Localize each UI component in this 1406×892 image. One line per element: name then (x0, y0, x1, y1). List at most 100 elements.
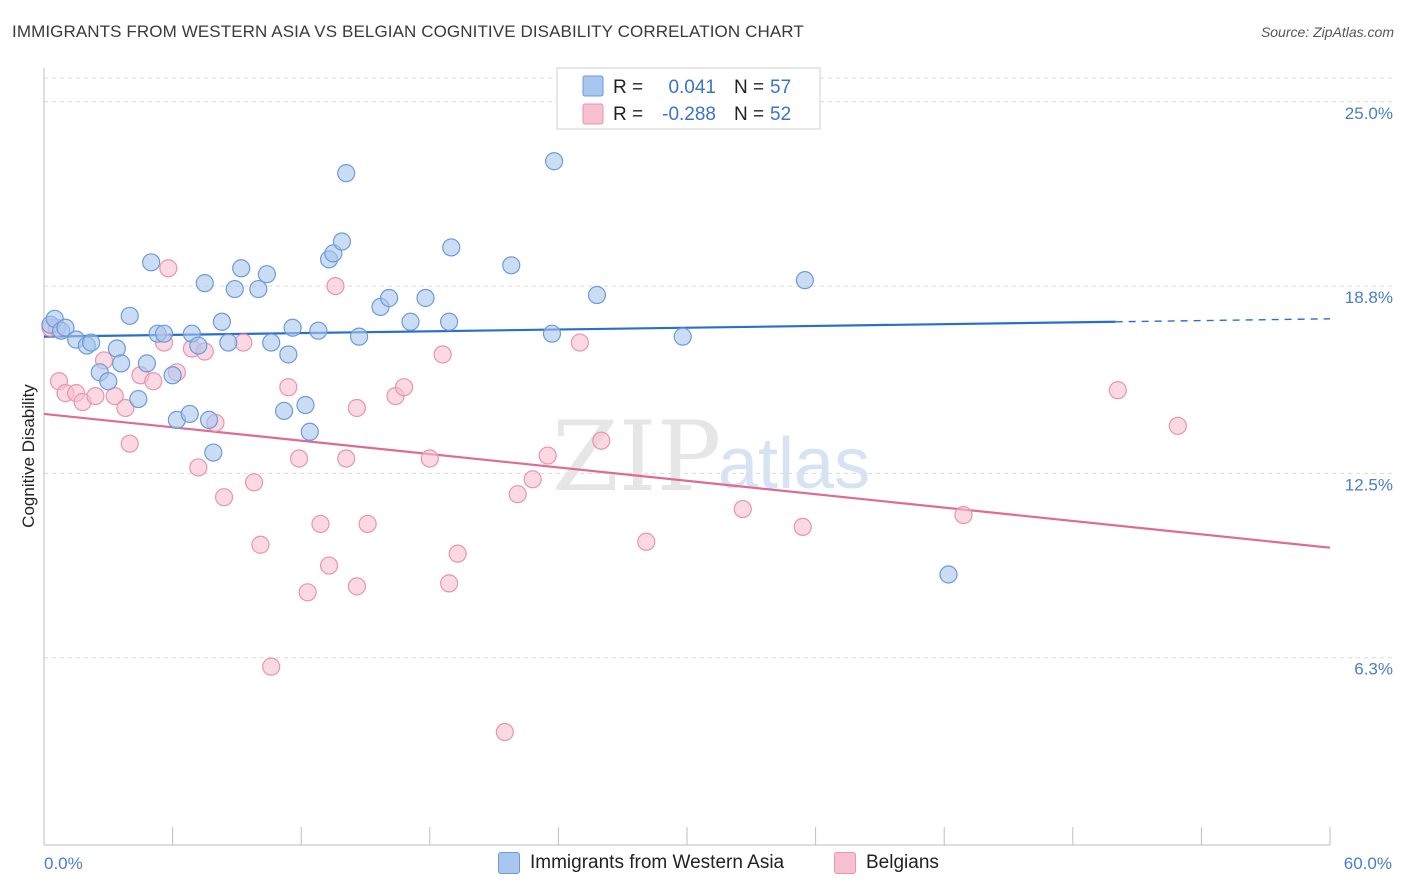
y-tick-label: 18.8% (1345, 288, 1393, 307)
western-asia-point (349, 327, 369, 346)
legend-n-value-2: 52 (770, 104, 791, 125)
western-asia-point (249, 279, 268, 299)
belgians-point (420, 449, 439, 468)
belgians-point (523, 470, 542, 489)
belgians-point (289, 449, 309, 468)
legend-r-label-2: R = (613, 104, 643, 125)
correlation-legend: R = 0.041 N = 57 R = -0.288 N = 52 (556, 67, 821, 130)
belgians-point (439, 574, 459, 593)
belgians-point (495, 722, 514, 742)
western-asia-point (137, 354, 156, 373)
belgians-points (41, 259, 1187, 742)
western-asia-point (502, 256, 521, 275)
western-asia-point (300, 422, 319, 441)
belgians-point (793, 517, 812, 537)
gridlines (44, 77, 1392, 659)
western-asia-point (129, 389, 148, 409)
watermark-atlas: atlas (718, 424, 870, 504)
western-asia-point (257, 265, 277, 284)
y-tick-label: 12.5% (1345, 475, 1393, 494)
western-asia-point (99, 372, 118, 391)
western-asia-point (163, 366, 182, 385)
western-asia-point (195, 274, 214, 293)
y-axis-label: Cognitive Disability (19, 384, 38, 528)
western-asia-point (262, 333, 281, 352)
western-asia-point (82, 333, 101, 352)
x-tick-max: 60.0% (1344, 854, 1392, 873)
belgians-point (298, 583, 317, 602)
legend-n-value-1: 57 (770, 77, 791, 98)
western-asia-point (587, 285, 607, 305)
western-asia-points (41, 152, 958, 584)
belgians-point (954, 505, 973, 525)
legend-r-label-1: R = (613, 77, 643, 98)
western-asia-point (154, 324, 174, 343)
belgians-point (347, 398, 367, 418)
belgians-point (538, 446, 557, 465)
belgians-point (448, 544, 467, 563)
axes (43, 68, 1331, 846)
belgians-point (592, 431, 611, 450)
belgians-point (733, 499, 752, 519)
series1-label: Immigrants from Western Asia (530, 852, 785, 873)
y-tick-label: 25.0% (1345, 104, 1393, 123)
legend-r-value-1: 0.041 (668, 77, 716, 98)
legend-swatch-blue (582, 75, 604, 97)
source-label: Source: ZipAtlas.com (1260, 24, 1394, 40)
y-tick-labels: 6.3% 12.5% 18.8% 25.0% (1345, 104, 1393, 679)
belgians-point (244, 473, 264, 492)
western-asia-point (274, 401, 294, 421)
western-asia-point (332, 232, 352, 251)
series2-label: Belgians (866, 852, 939, 873)
belgians-point (144, 372, 163, 391)
belgians-point (159, 259, 178, 278)
western-asia-point (232, 259, 251, 278)
western-asia-point (296, 395, 315, 415)
trend-line-western-asia (43, 320, 1116, 338)
belgians-point (1108, 381, 1127, 400)
x-tick-min: 0.0% (44, 854, 83, 873)
belgians-point (433, 345, 452, 364)
trend-line-belgians (43, 412, 1331, 549)
western-asia-point (283, 318, 302, 337)
western-asia-point (219, 333, 238, 352)
western-asia-point (142, 253, 161, 272)
western-asia-point (180, 404, 199, 424)
western-asia-point (309, 321, 328, 340)
belgians-point (214, 488, 234, 507)
western-asia-point (337, 164, 356, 183)
western-asia-point (673, 327, 692, 346)
watermark-zip: ZIP (552, 401, 721, 513)
western-asia-point (120, 306, 139, 325)
belgians-point (116, 398, 135, 418)
series2-swatch (834, 852, 856, 874)
western-asia-point (204, 443, 223, 462)
legend-n-label-2: N = (734, 104, 764, 125)
belgians-point (189, 458, 208, 477)
watermark: ZIP atlas (552, 401, 870, 513)
western-asia-point (545, 152, 564, 171)
legend-n-label-1: N = (734, 77, 764, 98)
belgians-point (311, 514, 330, 534)
belgians-point (358, 514, 377, 534)
series1-swatch (498, 852, 520, 874)
western-asia-point (56, 318, 75, 337)
western-asia-point (401, 312, 420, 331)
western-asia-point (279, 345, 298, 364)
belgians-point (86, 386, 105, 406)
western-asia-point (212, 312, 231, 331)
western-asia-point (795, 271, 814, 290)
chart-title: IMMIGRANTS FROM WESTERN ASIA VS BELGIAN … (12, 22, 804, 41)
belgians-point (251, 535, 270, 554)
western-asia-point (442, 238, 461, 257)
western-asia-point (416, 288, 435, 308)
belgians-point (337, 449, 356, 468)
legend-swatch-pink (582, 103, 604, 125)
belgians-point (394, 378, 414, 397)
belgians-point (262, 657, 281, 676)
belgians-point (279, 378, 298, 397)
y-tick-label: 6.3% (1354, 660, 1393, 679)
belgians-point (508, 485, 527, 504)
western-asia-point (112, 354, 131, 373)
